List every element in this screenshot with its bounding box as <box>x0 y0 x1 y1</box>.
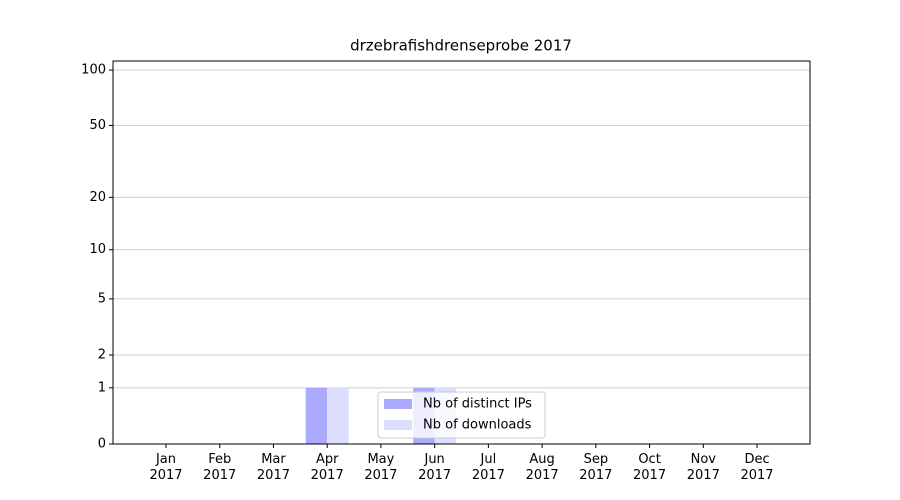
y-tick-label: 100 <box>81 63 106 78</box>
y-tick-label: 10 <box>89 242 106 257</box>
y-tick-label: 2 <box>98 347 106 362</box>
y-tick-label: 20 <box>89 190 106 205</box>
bar <box>327 387 349 444</box>
x-tick-label: Sep 2017 <box>579 452 613 483</box>
legend-swatch <box>384 420 412 430</box>
x-tick-label: Dec 2017 <box>740 452 774 483</box>
x-tick-label: Apr 2017 <box>310 452 344 483</box>
y-tick-label: 0 <box>98 437 106 452</box>
legend-label: Nb of distinct IPs <box>423 397 532 412</box>
y-tick-label: 50 <box>89 118 106 133</box>
legend-label: Nb of downloads <box>423 418 532 433</box>
x-tick-label: Oct 2017 <box>633 452 667 483</box>
legend-box <box>377 391 546 439</box>
bar <box>305 387 328 444</box>
x-tick-label: Mar 2017 <box>256 452 290 483</box>
y-tick-label: 1 <box>98 380 106 395</box>
legend-swatch <box>384 399 412 409</box>
x-tick-label: Jan 2017 <box>149 452 183 483</box>
y-tick-label: 5 <box>98 291 106 306</box>
axes-frame <box>112 60 811 445</box>
x-tick-label: May 2017 <box>364 452 398 483</box>
x-tick-label: Nov 2017 <box>686 452 720 483</box>
x-tick-label: Jul 2017 <box>471 452 505 483</box>
x-tick-label: Aug 2017 <box>525 452 559 483</box>
x-tick-label: Feb 2017 <box>203 452 237 483</box>
chart-title: drzebrafishdrenseprobe 2017 <box>350 37 572 55</box>
x-tick-label: Jun 2017 <box>418 452 452 483</box>
